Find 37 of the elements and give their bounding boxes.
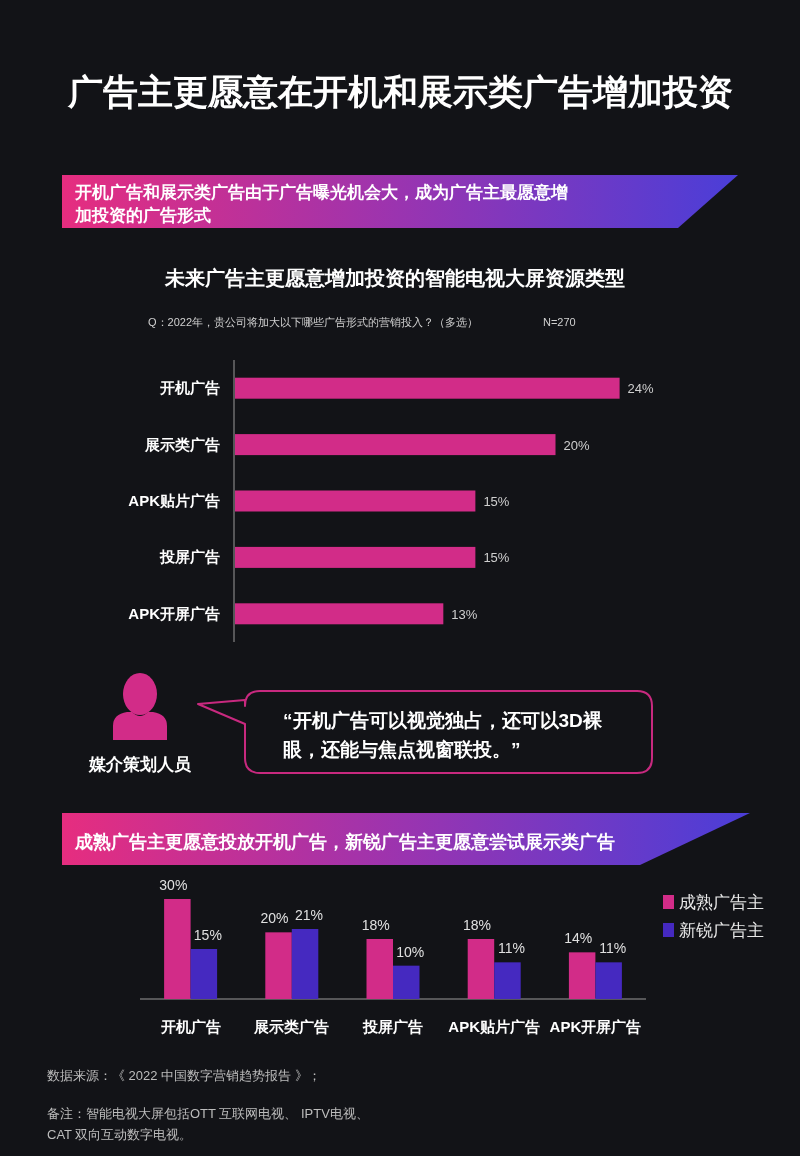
title: 未来广告主更愿意增加投资的智能电视大屏资源类型 — [165, 267, 625, 289]
annotation: “开机广告可以视觉独占，还可以3D裸眼，还能与焦点视窗联投。” — [283, 710, 602, 760]
subtitle: Q：2022年，贵公司将加大以下哪些广告形式的营销投入？（多选） — [148, 316, 479, 328]
category-label: APK贴片广告 — [128, 492, 220, 509]
category-label: APK开屏广告 — [549, 1018, 642, 1035]
value-label: 10% — [396, 943, 425, 960]
annotation: 数据来源：《 2022 中国数字营销趋势报告 》； — [47, 1068, 321, 1083]
title: 广告主更愿意在开机和展示类广告增加投资 — [67, 72, 733, 111]
value-label: 18% — [361, 917, 390, 933]
value-label: 30% — [159, 877, 188, 893]
annotation: N=270 — [543, 316, 576, 328]
value-label: 20% — [260, 910, 289, 927]
annotation: 备注：智能电视大屏包括OTT 互联网电视、 IPTV电视、 CAT 双向互动数字电视。 — [47, 1106, 369, 1142]
category-label: 展示类广告 — [254, 1018, 330, 1035]
value-label: 11% — [497, 940, 525, 957]
value-label: 14% — [564, 930, 593, 947]
value-label: 15% — [483, 494, 510, 509]
value-label: 11% — [599, 940, 627, 957]
value-label: 21% — [295, 907, 324, 923]
category-label: 投屏广告 — [363, 1018, 423, 1035]
legend-label: 新锐广告主 — [679, 921, 764, 940]
value-label: 24% — [627, 381, 654, 397]
category-label: 投屏广告 — [160, 548, 220, 566]
title: 成熟广告主更愿意投放开机广告，新锐广告主更愿意尝试展示类广告 — [75, 832, 615, 852]
category-label: APK开屏广告 — [128, 604, 220, 622]
value-label: 15% — [483, 550, 510, 566]
annotation: 媒介策划人员 — [89, 755, 191, 774]
annotation: 开机广告和展示类广告由于广告曝光机会大，成为广告主最愿意增加投资的广告形式 — [75, 183, 568, 225]
category-label: 开机广告 — [160, 1018, 221, 1035]
category-label: 开机广告 — [160, 379, 220, 397]
legend-label: 成熟广告主 — [679, 893, 764, 912]
value-label: 20% — [563, 437, 590, 453]
value-label: 18% — [462, 917, 491, 933]
category-label: 展示类广告 — [145, 435, 220, 453]
value-label: 15% — [193, 927, 222, 943]
value-label: 13% — [451, 606, 478, 622]
category-label: APK贴片广告 — [448, 1018, 541, 1035]
